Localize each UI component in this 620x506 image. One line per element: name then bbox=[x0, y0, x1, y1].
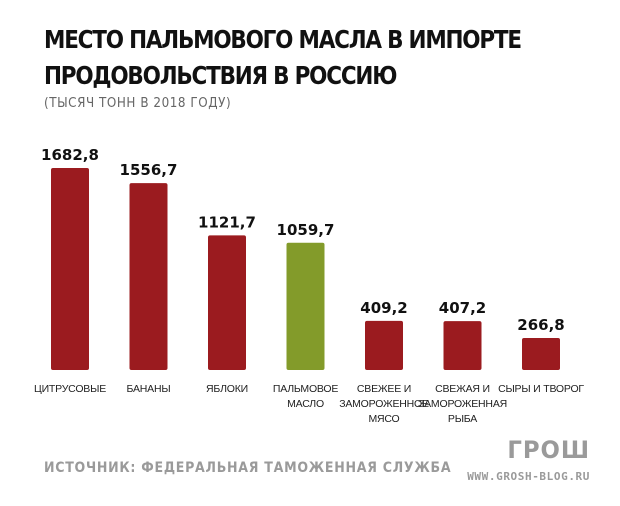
category-label-4-line-1: ЗАМОРОЖЕННОЕ bbox=[339, 398, 429, 410]
bar-2 bbox=[208, 235, 246, 370]
value-label-6: 266,8 bbox=[517, 316, 564, 334]
category-label-2-line-0: ЯБЛОКИ bbox=[206, 383, 248, 395]
category-label-1-line-0: БАНАНЫ bbox=[127, 383, 171, 395]
chart-title: МЕСТО ПАЛЬМОВОГО МАСЛА В ИМПОРТЕ ПРОДОВО… bbox=[44, 22, 522, 94]
category-label-3-line-0: ПАЛЬМОВОЕ bbox=[273, 383, 338, 395]
category-label-6: СЫРЫ И ТВОРОГ bbox=[498, 383, 584, 395]
source-note: ИСТОЧНИК: ФЕДЕРАЛЬНАЯ ТАМОЖЕННАЯ СЛУЖБА bbox=[44, 460, 452, 476]
value-label-0: 1682,8 bbox=[41, 146, 99, 164]
category-label-1: БАНАНЫ bbox=[127, 383, 171, 395]
value-label-4: 409,2 bbox=[360, 299, 407, 317]
bar-0 bbox=[51, 168, 89, 370]
chart-title-line-1: МЕСТО ПАЛЬМОВОГО МАСЛА В ИМПОРТЕ bbox=[44, 25, 522, 54]
value-label-2: 1121,7 bbox=[198, 213, 256, 231]
category-label-3: ПАЛЬМОВОЕ МАСЛО bbox=[273, 383, 338, 410]
bar-6 bbox=[522, 337, 560, 370]
category-label-5-line-2: РЫБА bbox=[448, 413, 477, 425]
category-label-4: СВЕЖЕЕ И ЗАМОРОЖЕННОЕ МЯСО bbox=[339, 383, 429, 425]
category-label-2: ЯБЛОКИ bbox=[206, 383, 248, 395]
category-label-3-line-1: МАСЛО bbox=[287, 398, 324, 410]
category-label-0: ЦИТРУСОВЫЕ bbox=[34, 383, 106, 395]
category-label-5-line-1: ЗАМОРОЖЕННАЯ bbox=[418, 398, 507, 410]
chart-title-line-2: ПРОДОВОЛЬСТВИЯ В РОССИЮ bbox=[44, 61, 397, 90]
bar-5 bbox=[443, 321, 482, 370]
category-label-5-line-0: СВЕЖАЯ И bbox=[435, 383, 490, 395]
bar-4 bbox=[365, 320, 403, 370]
bar-1 bbox=[129, 183, 168, 370]
site-url: WWW.GROSH-BLOG.RU bbox=[467, 470, 590, 483]
value-label-1: 1556,7 bbox=[120, 161, 178, 179]
category-label-4-line-2: МЯСО bbox=[368, 413, 399, 425]
chart-subtitle: (ТЫСЯЧ ТОНН В 2018 ГОДУ) bbox=[44, 96, 232, 111]
category-label-0-line-0: ЦИТРУСОВЫЕ bbox=[34, 383, 106, 395]
bar-3 bbox=[286, 242, 325, 370]
value-label-5: 407,2 bbox=[439, 299, 486, 317]
category-label-6-line-0: СЫРЫ И ТВОРОГ bbox=[498, 383, 584, 395]
category-label-4-line-0: СВЕЖЕЕ И bbox=[357, 383, 411, 395]
category-label-5: СВЕЖАЯ И ЗАМОРОЖЕННАЯ РЫБА bbox=[418, 383, 507, 425]
brand-logo: ГРОШ bbox=[507, 436, 590, 464]
value-label-3: 1059,7 bbox=[277, 221, 335, 239]
